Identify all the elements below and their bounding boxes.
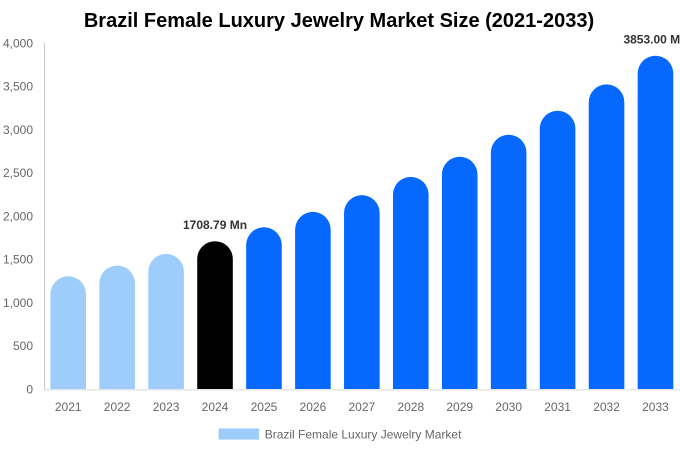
svg-text:2029: 2029 <box>446 400 473 414</box>
svg-text:1708.79 Mn: 1708.79 Mn <box>183 218 247 232</box>
svg-text:3,500: 3,500 <box>3 80 33 94</box>
svg-text:2028: 2028 <box>397 400 424 414</box>
svg-text:1,000: 1,000 <box>3 296 33 310</box>
svg-text:2026: 2026 <box>300 400 327 414</box>
svg-text:2024: 2024 <box>202 400 229 414</box>
svg-text:2033: 2033 <box>642 400 669 414</box>
svg-text:0: 0 <box>26 382 33 396</box>
svg-text:2021: 2021 <box>55 400 82 414</box>
svg-text:2027: 2027 <box>348 400 375 414</box>
svg-text:Brazil Female Luxury Jewelry M: Brazil Female Luxury Jewelry Market <box>265 428 462 442</box>
svg-text:2031: 2031 <box>544 400 571 414</box>
svg-text:2,000: 2,000 <box>3 209 33 223</box>
svg-text:500: 500 <box>13 339 33 353</box>
svg-text:1,500: 1,500 <box>3 253 33 267</box>
svg-text:2025: 2025 <box>251 400 278 414</box>
svg-text:4,000: 4,000 <box>3 36 33 50</box>
svg-text:2023: 2023 <box>153 400 180 414</box>
svg-text:2,500: 2,500 <box>3 166 33 180</box>
svg-text:2032: 2032 <box>593 400 620 414</box>
svg-text:Brazil Female Luxury Jewelry M: Brazil Female Luxury Jewelry Market Size… <box>84 10 594 32</box>
svg-text:3,000: 3,000 <box>3 123 33 137</box>
svg-text:2030: 2030 <box>495 400 522 414</box>
svg-text:2022: 2022 <box>104 400 131 414</box>
svg-text:3853.00 Mn: 3853.00 Mn <box>623 33 680 47</box>
